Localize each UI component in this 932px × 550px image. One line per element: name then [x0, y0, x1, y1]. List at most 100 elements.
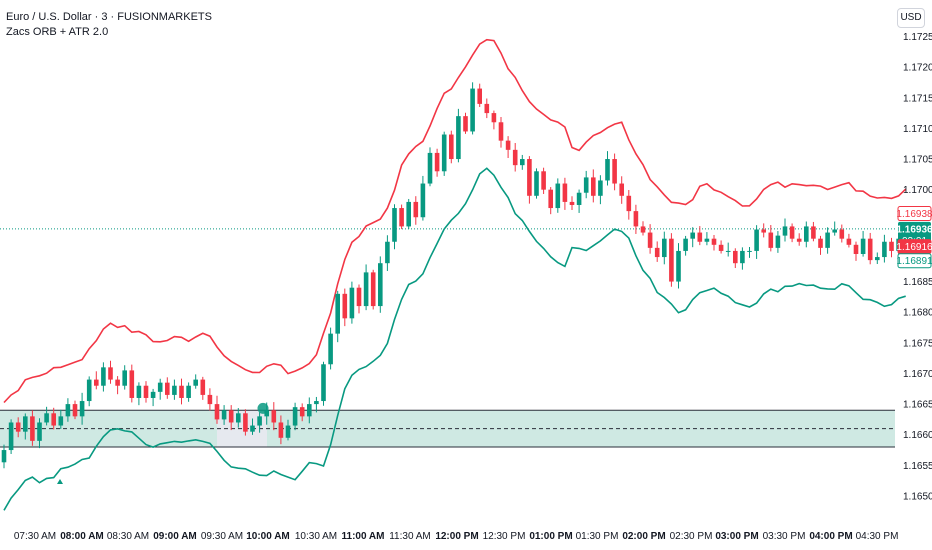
candle-body	[527, 159, 532, 196]
candle	[498, 117, 504, 148]
candle	[591, 169, 596, 203]
candle-body	[378, 263, 383, 307]
candle-body	[236, 413, 241, 423]
candle	[491, 110, 497, 130]
candle	[427, 147, 433, 187]
upper-band-price-label-bg	[897, 206, 932, 222]
candle	[150, 388, 156, 407]
candle-body	[257, 416, 262, 426]
candle	[662, 231, 667, 265]
candle-body	[193, 379, 198, 386]
candle	[122, 365, 127, 390]
candle	[598, 175, 603, 205]
candle	[342, 288, 348, 327]
candle-body	[150, 391, 156, 398]
time-tick-label: 02:00 PM	[622, 531, 665, 542]
candle-body	[825, 232, 830, 248]
chart-header: Euro / U.S. Dollar · 3 · FUSIONMARKETS Z…	[6, 10, 212, 40]
candle	[385, 235, 390, 271]
candle	[456, 108, 461, 163]
candle	[299, 403, 305, 422]
candle	[193, 374, 198, 389]
candle	[406, 198, 411, 230]
candle	[221, 405, 227, 425]
candle	[172, 379, 177, 400]
candle-body	[605, 159, 610, 181]
candle-body	[754, 229, 759, 251]
price-tick-label: 1.16600	[903, 430, 932, 441]
candle	[214, 395, 220, 424]
candle	[725, 242, 731, 257]
candle	[768, 225, 774, 252]
atr-lower-band	[3, 167, 906, 511]
candle	[548, 187, 553, 215]
candle	[647, 224, 653, 254]
symbol-title[interactable]: Euro / U.S. Dollar · 3 · FUSIONMARKETS	[6, 11, 212, 23]
time-tick-label: 01:30 PM	[576, 531, 619, 542]
candle	[669, 233, 674, 287]
candle	[321, 361, 326, 406]
candles	[1, 82, 908, 469]
time-tick-label: 11:00 AM	[342, 531, 385, 542]
candle-body	[108, 367, 113, 380]
candle-body	[875, 257, 880, 261]
candle-body	[441, 134, 447, 172]
candle-body	[534, 171, 539, 196]
indicator-label[interactable]: Zacs ORB + ATR 2.0	[6, 26, 109, 38]
candle-body	[200, 379, 206, 395]
candle	[704, 232, 710, 246]
time-tick-label: 11:30 AM	[389, 531, 431, 542]
candle	[51, 407, 56, 430]
breakout-marker	[257, 402, 269, 414]
candle-body	[420, 183, 426, 218]
candle-body	[385, 241, 390, 264]
time-tick-label: 09:00 AM	[153, 531, 197, 542]
candle	[889, 237, 894, 258]
candle-body	[470, 88, 475, 132]
candle	[782, 218, 788, 242]
candle-body	[811, 226, 816, 239]
candle-body	[463, 116, 468, 132]
candle	[58, 409, 64, 429]
candle	[314, 396, 319, 413]
candle	[101, 362, 106, 392]
candle-body	[484, 103, 490, 114]
candle	[370, 269, 376, 310]
candle	[747, 247, 752, 258]
candle-body	[314, 401, 319, 405]
candle-body	[278, 422, 284, 438]
currency-button[interactable]: USD	[897, 8, 925, 28]
candle	[115, 376, 120, 395]
candle	[860, 231, 866, 257]
candle-body	[640, 226, 646, 233]
orb-range	[0, 228, 895, 448]
time-tick-label: 03:30 PM	[763, 531, 806, 542]
candle-body	[157, 382, 163, 392]
candle	[143, 381, 149, 403]
candle-body	[491, 113, 497, 123]
time-tick-label: 03:00 PM	[715, 531, 758, 542]
candle-body	[228, 410, 234, 423]
time-tick-label: 04:00 PM	[809, 531, 852, 542]
candle	[867, 232, 873, 265]
candle-body	[122, 370, 127, 386]
price-tick-label: 1.17250	[903, 32, 932, 43]
candle	[278, 415, 284, 445]
candle	[136, 382, 142, 406]
candle	[605, 151, 610, 186]
candle	[534, 168, 539, 199]
candle	[413, 196, 419, 225]
candle-body	[839, 229, 845, 239]
candle-body	[58, 416, 64, 426]
candle	[165, 377, 170, 399]
candle	[825, 227, 830, 254]
candle	[811, 221, 816, 242]
candle	[94, 371, 99, 390]
candle	[108, 360, 113, 384]
markers	[57, 402, 269, 484]
price-tick-label: 1.17150	[903, 93, 932, 104]
candle	[633, 204, 639, 234]
candle-body	[569, 201, 575, 205]
candle-body	[541, 171, 546, 190]
